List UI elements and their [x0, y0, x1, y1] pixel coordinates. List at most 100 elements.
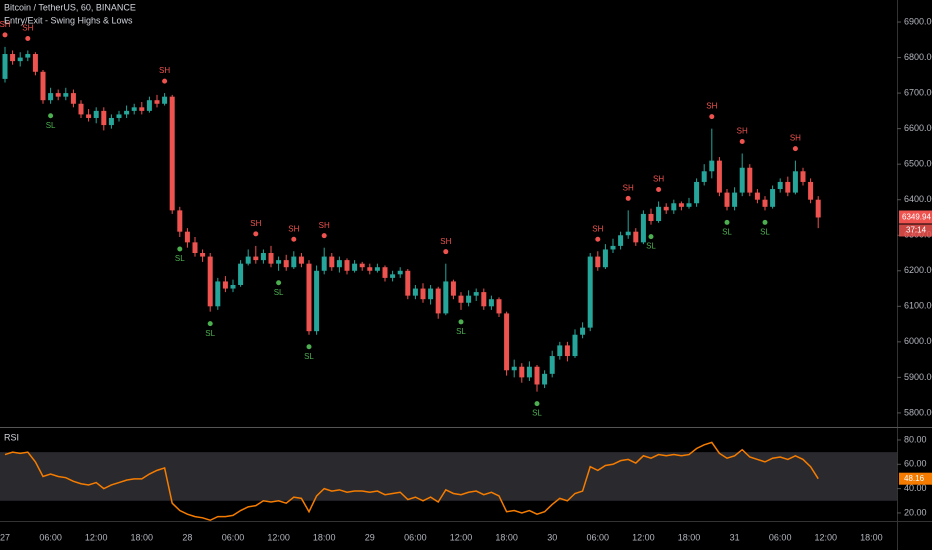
swing-dot — [253, 231, 259, 237]
swing-label: SH — [250, 219, 261, 228]
candle-body — [511, 366, 517, 371]
swing-label: SL — [646, 242, 656, 251]
y-tick-label: 80.00 — [904, 434, 927, 444]
y-tick-label: 6900.00 — [904, 16, 932, 26]
swing-label: SH — [0, 20, 11, 29]
candle-body — [283, 260, 289, 268]
candle-body — [709, 160, 715, 172]
countdown-box — [899, 224, 932, 237]
candle-body — [526, 366, 532, 378]
candle-body — [656, 206, 662, 222]
candle-body — [618, 235, 624, 246]
y-tick-label: 5900.00 — [904, 372, 932, 382]
candle-body — [640, 213, 646, 243]
x-tick-label: 12:00 — [267, 532, 290, 542]
candle-body — [420, 288, 426, 300]
candle-body — [352, 263, 358, 271]
y-tick-label: 6600.00 — [904, 123, 932, 133]
candle-body — [314, 270, 320, 332]
y-tick-label: 60.00 — [904, 459, 927, 469]
candle-body — [374, 267, 380, 271]
candle-body — [686, 203, 692, 207]
chart-title: Bitcoin / TetherUS, 60, BINANCE — [4, 2, 136, 12]
candle-body — [777, 181, 783, 190]
candle-body — [40, 71, 46, 101]
swing-dot — [276, 280, 282, 286]
swing-dot — [656, 186, 662, 192]
candle-body — [739, 167, 745, 193]
candle-body — [108, 117, 114, 126]
candle-body — [336, 260, 342, 268]
candle-body — [557, 345, 563, 357]
candle-body — [238, 263, 244, 285]
x-tick-label: 28 — [182, 532, 192, 542]
swing-dot — [306, 344, 312, 350]
candle-body — [48, 93, 54, 101]
candle-body — [580, 327, 586, 335]
swing-label: SL — [304, 352, 314, 361]
candle-body — [542, 373, 548, 385]
swing-dot — [207, 321, 213, 327]
candle-body — [534, 366, 540, 385]
candle-body — [63, 93, 69, 97]
candle-body — [390, 274, 396, 278]
x-tick-label: 29 — [365, 532, 375, 542]
candle-body — [397, 270, 403, 275]
candle-body — [473, 292, 479, 296]
candle-body — [298, 256, 304, 264]
candle-body — [519, 366, 525, 378]
swing-label: SL — [205, 329, 215, 338]
candle-body — [207, 256, 213, 307]
swing-dot — [625, 195, 631, 201]
candle-body — [747, 167, 753, 193]
candle-body — [572, 334, 578, 357]
swing-label: SH — [440, 237, 451, 246]
candle-body — [800, 171, 806, 182]
swing-dot — [443, 249, 449, 255]
swing-dot — [162, 78, 168, 84]
candle-body — [481, 292, 487, 307]
candle-body — [359, 263, 365, 268]
candle-body — [25, 54, 31, 58]
candle-body — [184, 231, 190, 243]
swing-dot — [48, 113, 54, 119]
candle-body — [602, 249, 608, 268]
y-tick-label: 5800.00 — [904, 407, 932, 417]
x-tick-label: 12:00 — [450, 532, 473, 542]
swing-dot — [648, 234, 654, 240]
candle-body — [428, 288, 434, 300]
x-tick-label: 12:00 — [815, 532, 838, 542]
candle-body — [694, 181, 700, 204]
candle-body — [496, 299, 502, 314]
swing-label: SL — [760, 227, 770, 236]
candle-body — [663, 206, 669, 211]
candle-body — [55, 93, 61, 97]
plot-layer: SH SH SL SH SL SL SH SL SH SL SH SH SL SL SH SH SL SH SH SL… — [0, 20, 821, 522]
swing-dot — [321, 233, 327, 239]
candle-body — [101, 110, 107, 126]
candle-body — [162, 96, 168, 104]
candle-body — [587, 256, 593, 328]
swing-label: SL — [722, 227, 732, 236]
rsi-title: RSI — [4, 432, 19, 442]
swing-label: SL — [46, 121, 56, 130]
candle-body — [595, 256, 601, 268]
x-tick-label: 18:00 — [860, 532, 883, 542]
candle-body — [139, 107, 145, 111]
y-tick-label: 6400.00 — [904, 194, 932, 204]
candle-body — [86, 114, 92, 118]
swing-label: SH — [706, 102, 717, 111]
x-tick-label: 06:00 — [587, 532, 610, 542]
candle-body — [450, 281, 456, 296]
candle-body — [504, 313, 510, 371]
x-tick-label: 06:00 — [222, 532, 245, 542]
y-tick-label: 40.00 — [904, 483, 927, 493]
swing-dot — [724, 219, 730, 225]
candle-body — [260, 253, 266, 261]
x-tick-label: 12:00 — [85, 532, 108, 542]
candle-body — [716, 160, 722, 193]
last-price-label: 6349.94 — [902, 213, 931, 222]
candle-body — [808, 181, 814, 200]
